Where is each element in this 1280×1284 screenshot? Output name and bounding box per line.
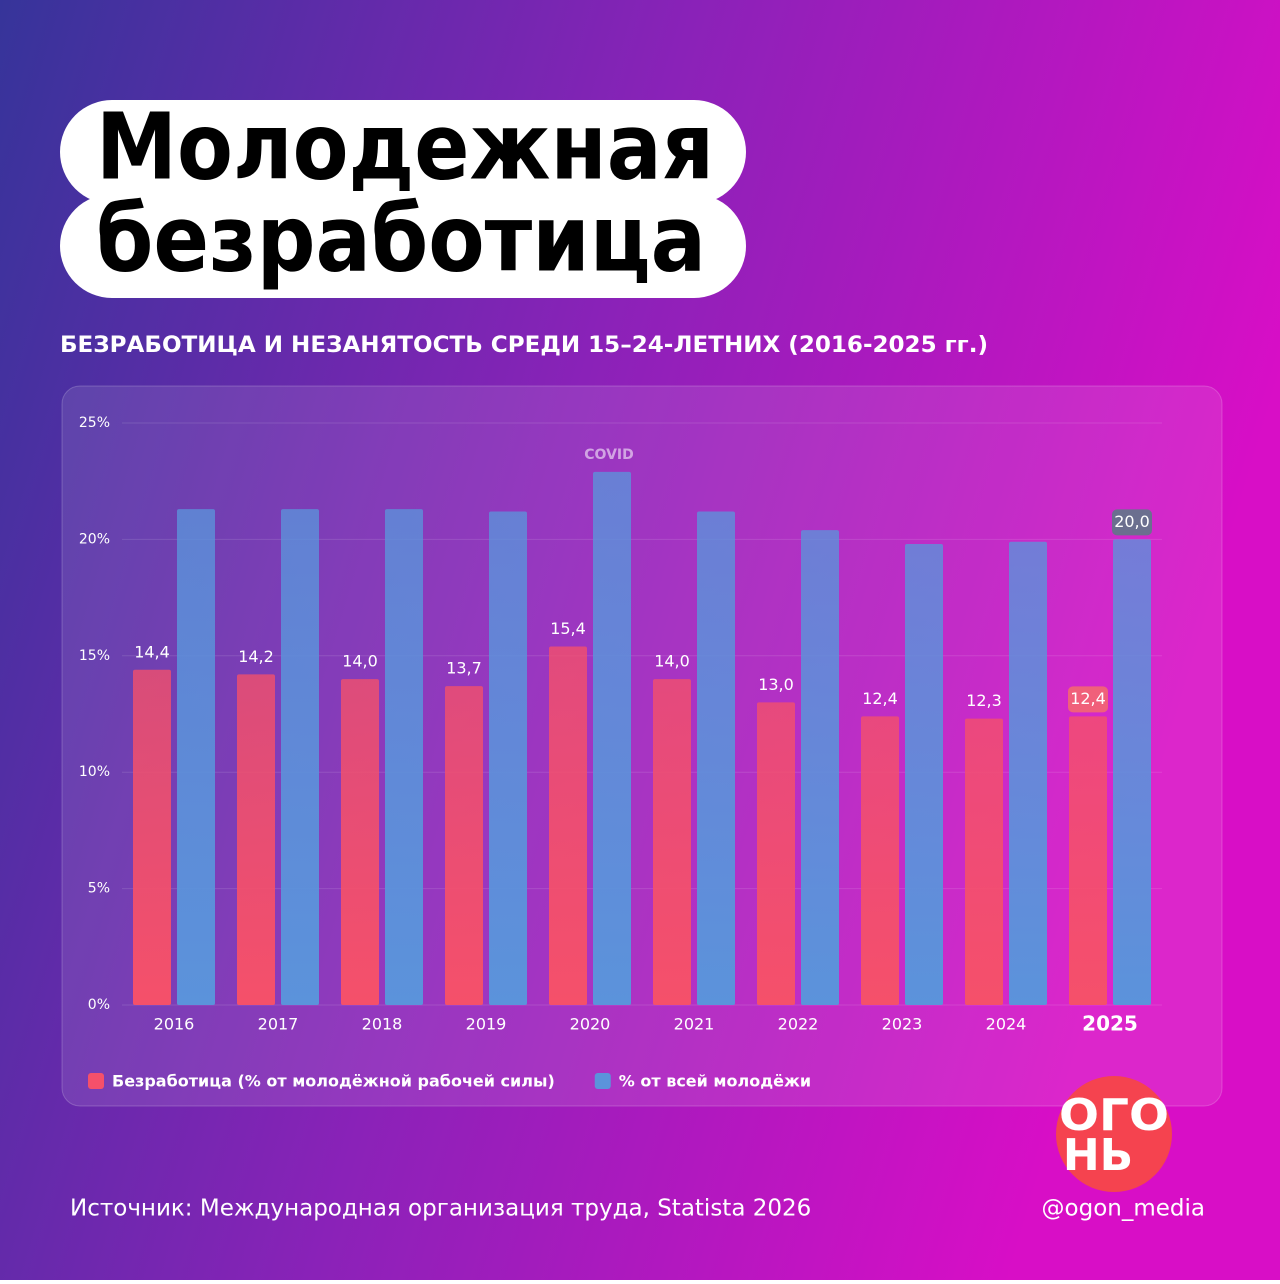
logo-text: ОГО xyxy=(1059,1090,1169,1141)
value-label: 14,2 xyxy=(238,647,274,666)
x-tick-label: 2024 xyxy=(986,1015,1027,1034)
value-label: 12,4 xyxy=(862,689,898,708)
bar xyxy=(341,679,379,1005)
bar xyxy=(445,686,483,1005)
value-label: 12,4 xyxy=(1070,689,1106,708)
bar xyxy=(281,509,319,1005)
source: Источник: Международная организация труд… xyxy=(70,1196,811,1222)
chart-subtitle: БЕЗРАБОТИЦА И НЕЗАНЯТОСТЬ СРЕДИ 15–24-ЛЕ… xyxy=(60,333,988,358)
bar xyxy=(697,511,735,1005)
value-label: 15,4 xyxy=(550,619,586,638)
bar xyxy=(653,679,691,1005)
value-label: 13,7 xyxy=(446,659,482,678)
bar xyxy=(1113,539,1151,1005)
value-label: 14,0 xyxy=(342,652,378,671)
chart-title: Молодежная xyxy=(96,93,714,200)
x-tick-label: 2016 xyxy=(154,1015,195,1034)
bar xyxy=(385,509,423,1005)
bar xyxy=(593,471,631,1005)
value-label: 12,3 xyxy=(966,691,1002,710)
chart-title: безработица xyxy=(96,185,706,292)
bar xyxy=(549,646,587,1005)
x-tick-label: 2021 xyxy=(674,1015,715,1034)
legend-swatch xyxy=(88,1073,104,1089)
annotation: COVID xyxy=(584,447,633,463)
x-tick-label: 2023 xyxy=(882,1015,923,1034)
x-tick-label: 2018 xyxy=(362,1015,403,1034)
y-tick-label: 15% xyxy=(79,648,110,664)
value-label-box xyxy=(1068,686,1108,713)
chart-panel xyxy=(61,385,1223,1107)
value-label: 14,0 xyxy=(654,652,690,671)
y-tick-label: 5% xyxy=(88,881,110,897)
legend-label: Безработица (% от молодёжной рабочей сил… xyxy=(112,1072,555,1091)
bar xyxy=(905,544,943,1005)
bar xyxy=(801,530,839,1005)
x-tick-label: 2019 xyxy=(466,1015,507,1034)
bar xyxy=(489,511,527,1005)
y-tick-label: 25% xyxy=(79,415,110,431)
logo-text: НЬ xyxy=(1063,1130,1133,1181)
bar xyxy=(965,718,1003,1005)
bar xyxy=(237,674,275,1005)
x-tick-label: 2022 xyxy=(778,1015,819,1034)
value-label: 13,0 xyxy=(758,675,794,694)
title-pill xyxy=(60,100,746,204)
bar xyxy=(757,702,795,1005)
handle: @ogon_media xyxy=(1042,1196,1205,1222)
legend-label: % от всей молодёжи xyxy=(619,1072,811,1091)
x-tick-label: 2017 xyxy=(258,1015,299,1034)
bar xyxy=(177,509,215,1005)
bar xyxy=(1069,716,1107,1005)
value-label-box xyxy=(1112,509,1152,536)
title-pill xyxy=(60,194,746,298)
bar xyxy=(1009,541,1047,1005)
bar xyxy=(861,716,899,1005)
y-tick-label: 20% xyxy=(79,531,110,547)
y-tick-label: 0% xyxy=(88,997,110,1013)
value-label: 14,4 xyxy=(134,642,170,661)
legend-swatch xyxy=(594,1073,611,1089)
x-tick-label: 2025 xyxy=(1082,1012,1138,1036)
bar xyxy=(133,669,171,1005)
y-tick-label: 10% xyxy=(79,764,110,780)
logo-circle xyxy=(1056,1076,1172,1192)
value-label: 20,0 xyxy=(1114,512,1150,531)
x-tick-label: 2020 xyxy=(570,1015,611,1034)
